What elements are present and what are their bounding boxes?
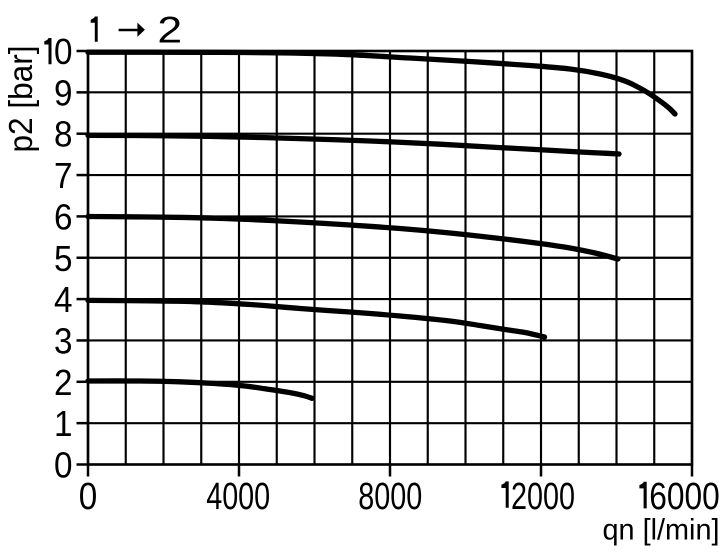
svg-text:2: 2 bbox=[54, 362, 73, 403]
svg-text:6000: 6000 bbox=[649, 476, 720, 518]
svg-text:2000: 2000 bbox=[511, 476, 575, 518]
svg-text:4: 4 bbox=[54, 279, 73, 320]
svg-text:0: 0 bbox=[79, 476, 98, 518]
svg-text:0: 0 bbox=[54, 445, 73, 486]
svg-text:6: 6 bbox=[54, 196, 73, 237]
svg-text:3: 3 bbox=[54, 320, 73, 361]
svg-text:p2 [bar]: p2 [bar] bbox=[2, 46, 39, 153]
svg-text:5: 5 bbox=[54, 238, 73, 279]
svg-text:9: 9 bbox=[54, 72, 73, 113]
svg-text:8000: 8000 bbox=[358, 476, 422, 518]
svg-text:8: 8 bbox=[54, 114, 73, 155]
svg-text:qn [l/min]: qn [l/min] bbox=[603, 514, 720, 547]
svg-text:7: 7 bbox=[54, 155, 73, 196]
svg-text:2: 2 bbox=[157, 10, 182, 51]
svg-text:4000: 4000 bbox=[206, 476, 270, 518]
svg-text:0: 0 bbox=[54, 31, 73, 72]
svg-text:1: 1 bbox=[54, 403, 73, 444]
